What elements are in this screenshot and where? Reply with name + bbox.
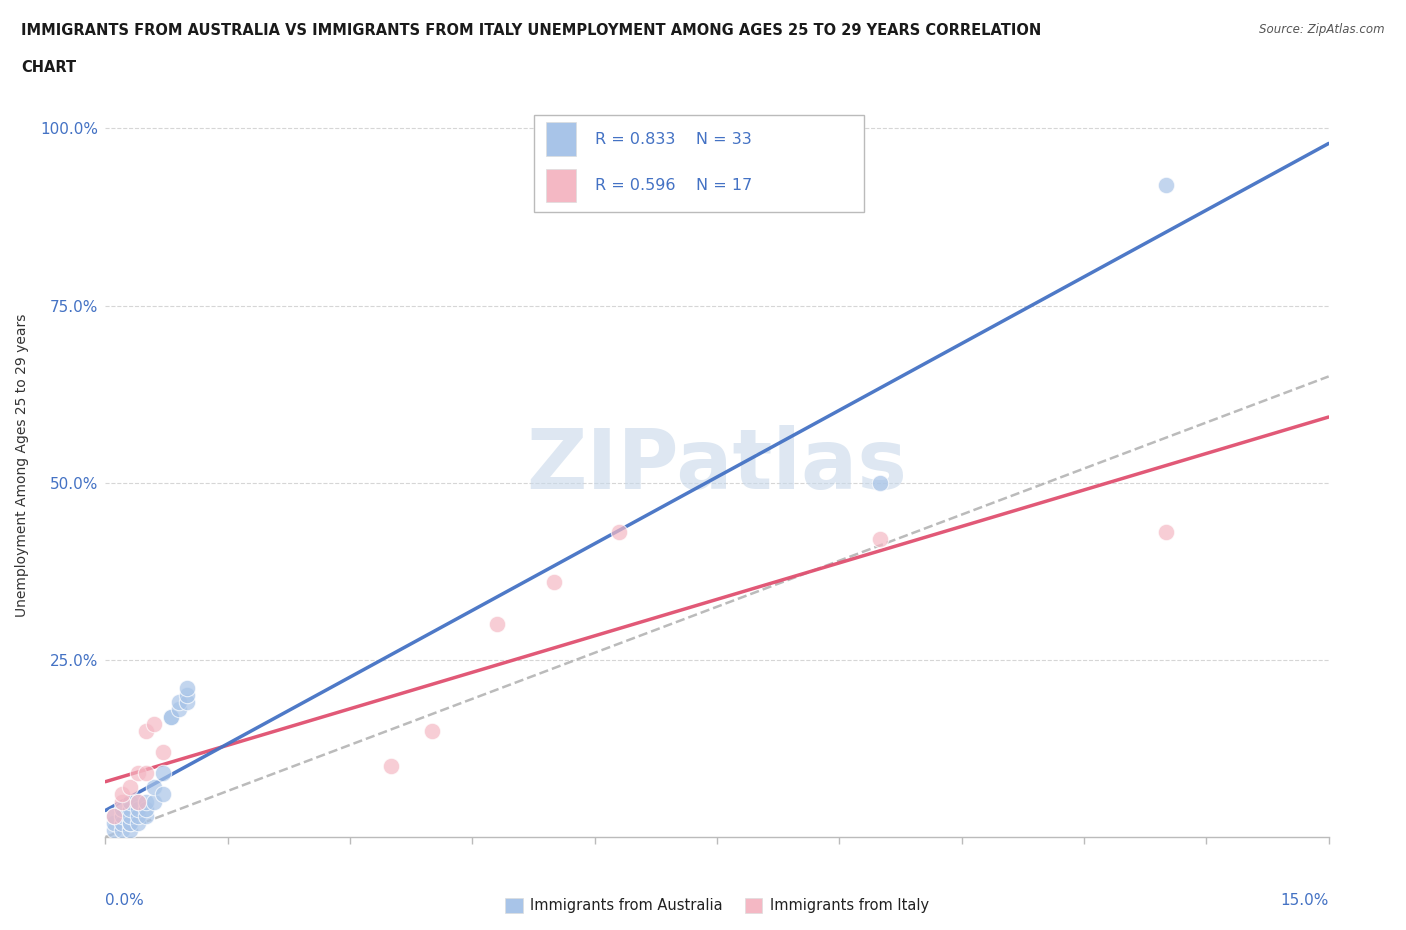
Point: [420, 724, 443, 738]
Text: R = 0.596    N = 17: R = 0.596 N = 17: [595, 179, 752, 193]
Text: CHART: CHART: [21, 60, 76, 75]
Point: [103, 808, 125, 823]
Point: [118, 816, 141, 830]
Text: ZIPatlas: ZIPatlas: [527, 424, 907, 506]
Point: [103, 816, 125, 830]
Point: [607, 525, 630, 539]
Point: [118, 816, 141, 830]
Point: [127, 802, 149, 817]
Point: [176, 681, 198, 696]
Point: [152, 787, 174, 802]
Text: 15.0%: 15.0%: [1281, 893, 1329, 908]
Point: [1154, 525, 1177, 539]
Point: [869, 475, 891, 490]
Point: [380, 759, 402, 774]
Text: R = 0.833    N = 33: R = 0.833 N = 33: [595, 132, 751, 147]
FancyBboxPatch shape: [546, 169, 576, 203]
Point: [152, 745, 174, 760]
FancyBboxPatch shape: [533, 115, 863, 212]
Point: [127, 794, 149, 809]
Point: [159, 709, 181, 724]
Point: [103, 808, 125, 823]
Point: [143, 794, 166, 809]
Point: [1154, 178, 1177, 193]
Point: [135, 808, 157, 823]
Point: [176, 695, 198, 710]
Point: [127, 765, 149, 780]
Point: [543, 575, 565, 590]
Point: [485, 617, 508, 631]
Point: [118, 780, 141, 795]
Point: [118, 794, 141, 809]
Point: [127, 808, 149, 823]
Point: [135, 802, 157, 817]
Text: IMMIGRANTS FROM AUSTRALIA VS IMMIGRANTS FROM ITALY UNEMPLOYMENT AMONG AGES 25 TO: IMMIGRANTS FROM AUSTRALIA VS IMMIGRANTS …: [21, 23, 1042, 38]
Point: [143, 716, 166, 731]
Point: [127, 794, 149, 809]
Point: [111, 794, 134, 809]
Point: [111, 816, 134, 830]
Point: [118, 822, 141, 837]
Point: [103, 822, 125, 837]
Point: [111, 802, 134, 817]
Text: Source: ZipAtlas.com: Source: ZipAtlas.com: [1260, 23, 1385, 36]
Point: [135, 794, 157, 809]
FancyBboxPatch shape: [546, 123, 576, 156]
Point: [869, 532, 891, 547]
Point: [159, 709, 181, 724]
Point: [135, 765, 157, 780]
Legend: Immigrants from Australia, Immigrants from Italy: Immigrants from Australia, Immigrants fr…: [499, 892, 935, 919]
Y-axis label: Unemployment Among Ages 25 to 29 years: Unemployment Among Ages 25 to 29 years: [15, 313, 30, 617]
Point: [167, 702, 190, 717]
Point: [127, 816, 149, 830]
Text: 0.0%: 0.0%: [105, 893, 145, 908]
Point: [176, 688, 198, 703]
Point: [118, 808, 141, 823]
Point: [111, 822, 134, 837]
Point: [118, 802, 141, 817]
Point: [135, 724, 157, 738]
Point: [152, 765, 174, 780]
Point: [167, 695, 190, 710]
Point: [143, 780, 166, 795]
Point: [111, 787, 134, 802]
Point: [111, 808, 134, 823]
